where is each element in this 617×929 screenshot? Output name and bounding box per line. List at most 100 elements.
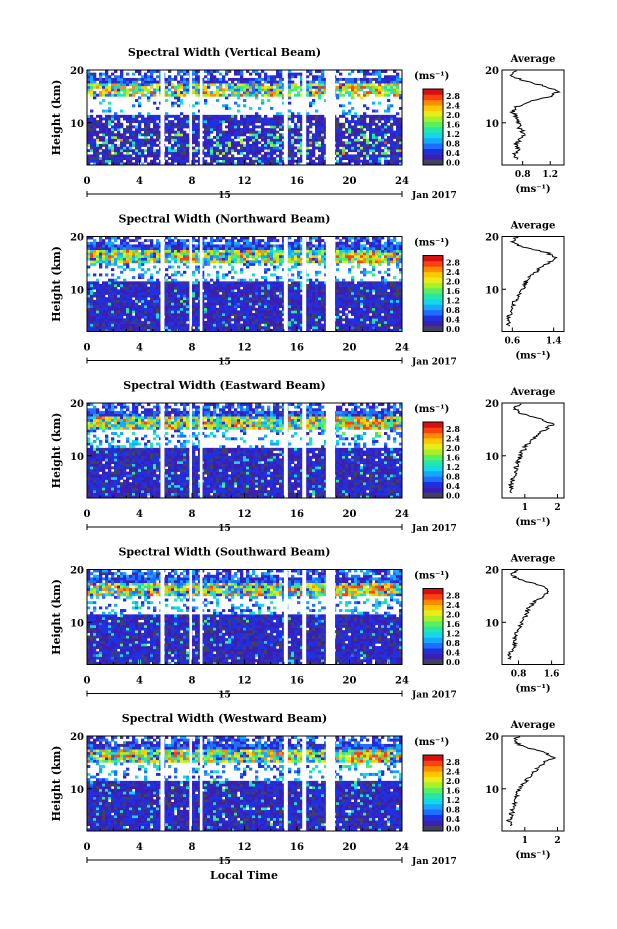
- colorbar-segment: [423, 148, 443, 155]
- average-x-tick-label: 1.6: [544, 670, 560, 680]
- average-frame: [501, 69, 565, 166]
- colorbar-tick-label: 0.4: [446, 314, 460, 324]
- data-gap: [160, 70, 165, 165]
- x-tick-label: 20: [343, 676, 357, 687]
- colorbar-segment: [423, 820, 443, 826]
- average-x-tick-label: 0.6: [504, 337, 520, 347]
- day-label: 15: [218, 691, 231, 701]
- x-tick-label: 8: [189, 676, 196, 687]
- y-tick-label: 10: [70, 785, 84, 796]
- colorbar-segment: [423, 648, 443, 654]
- colorbar-tick-label: 2.4: [446, 600, 460, 610]
- average-y-tick-label: 20: [485, 399, 499, 410]
- panel-title: Spectral Width (Vertical Beam): [128, 46, 321, 59]
- data-gap: [325, 736, 336, 831]
- panel-title: Spectral Width (Northward Beam): [119, 213, 331, 226]
- heatmap-cells: [87, 736, 403, 832]
- x-tick-label: 0: [84, 176, 91, 187]
- data-gap: [302, 569, 307, 665]
- average-profile-line: [509, 70, 561, 160]
- date-label: Jan 2017: [411, 857, 457, 867]
- y-tick-label: 10: [70, 618, 84, 629]
- average-x-tick-label: 1: [522, 836, 528, 846]
- x-tick-label: 8: [189, 509, 196, 520]
- data-gap: [189, 569, 192, 665]
- y-tick-label: 20: [70, 566, 84, 577]
- average-x-tick-label: 1: [522, 503, 528, 513]
- colorbar-segment: [423, 631, 443, 638]
- colorbar-segment: [423, 304, 443, 311]
- average-x-tick-label: 0.8: [511, 670, 527, 680]
- colorbar-segment: [423, 255, 443, 262]
- colorbar-tick-label: 0.8: [446, 471, 460, 481]
- colorbar-tick-label: 2.4: [446, 433, 460, 443]
- average-y-tick-label: 10: [485, 452, 499, 463]
- colorbar-tick-label: 1.2: [446, 129, 460, 139]
- colorbar-tick-label: 1.2: [446, 795, 460, 805]
- x-tick-label: 4: [136, 509, 143, 520]
- colorbar-tick-label: 1.2: [446, 462, 460, 472]
- data-gap: [325, 569, 336, 665]
- colorbar-segment: [423, 143, 443, 150]
- colorbar-segment: [423, 470, 443, 477]
- x-tick-label: 12: [238, 676, 252, 687]
- colorbar-segment: [423, 465, 443, 472]
- y-tick-label: 10: [70, 119, 84, 130]
- data-gap: [189, 403, 192, 498]
- panel-title: Spectral Width (Southward Beam): [118, 546, 330, 559]
- colorbar-segment: [423, 105, 443, 112]
- x-tick-label: 4: [136, 676, 143, 687]
- average-frame: [501, 569, 565, 665]
- x-tick-label: 8: [189, 176, 196, 187]
- colorbar-unit: (ms⁻¹): [414, 71, 449, 82]
- colorbar-tick-label: 1.6: [446, 119, 460, 129]
- colorbar-segment: [423, 449, 443, 455]
- x-tick-label: 0: [84, 509, 91, 520]
- data-gap: [283, 736, 288, 831]
- y-tick-label: 10: [70, 285, 84, 296]
- average-x-tick-label: 0.8: [515, 170, 531, 180]
- colorbar-tick-label: 0.4: [446, 647, 460, 657]
- colorbar-frame: [422, 88, 444, 166]
- average-frame: [501, 236, 565, 332]
- colorbar-tick-label: 2.0: [446, 276, 460, 286]
- average-x-tick-label: 1.4: [546, 337, 562, 347]
- colorbar-segment: [423, 432, 443, 439]
- colorbar-segment: [423, 427, 443, 434]
- colorbar-unit: (ms⁻¹): [414, 571, 449, 582]
- colorbar-tick-label: 2.4: [446, 766, 460, 776]
- colorbar-tick-label: 2.8: [446, 424, 460, 434]
- data-gap: [199, 569, 203, 665]
- average-profile-line: [505, 736, 557, 827]
- y-tick-label: 10: [70, 452, 84, 463]
- x-tick-label: 0: [84, 343, 91, 354]
- data-gap: [302, 70, 307, 165]
- y-tick-label: 20: [70, 66, 84, 77]
- colorbar-segment: [423, 793, 443, 799]
- colorbar-tick-label: 0.4: [446, 814, 460, 824]
- average-frame: [501, 735, 565, 832]
- data-gap: [325, 403, 336, 498]
- colorbar-segment: [423, 315, 443, 321]
- panel-5: Spectral Width (Westward Beam) Height (km…: [50, 712, 565, 867]
- colorbar-segment: [423, 487, 443, 493]
- average-y-tick-label: 20: [485, 732, 499, 743]
- average-title: Average: [510, 720, 556, 731]
- data-gap: [283, 569, 288, 665]
- colorbar-tick-label: 1.6: [446, 286, 460, 296]
- colorbar-segment: [423, 288, 443, 294]
- colorbar-segment: [423, 755, 443, 761]
- colorbar-tick-label: 2.4: [446, 100, 460, 110]
- average-profile-line: [505, 236, 558, 327]
- x-tick-label: 12: [238, 343, 252, 354]
- day-label: 15: [218, 191, 231, 201]
- panel-1: Spectral Width (Vertical Beam) Height (km…: [50, 46, 565, 201]
- colorbar-segment: [423, 159, 443, 166]
- panel-4: Spectral Width (Southward Beam) Height (k…: [50, 546, 565, 701]
- colorbar-tick-label: 0.0: [446, 823, 460, 833]
- colorbar-segment: [423, 782, 443, 788]
- colorbar-tick-label: 2.8: [446, 757, 460, 767]
- colorbar-segment: [423, 132, 443, 139]
- data-gap: [302, 236, 307, 332]
